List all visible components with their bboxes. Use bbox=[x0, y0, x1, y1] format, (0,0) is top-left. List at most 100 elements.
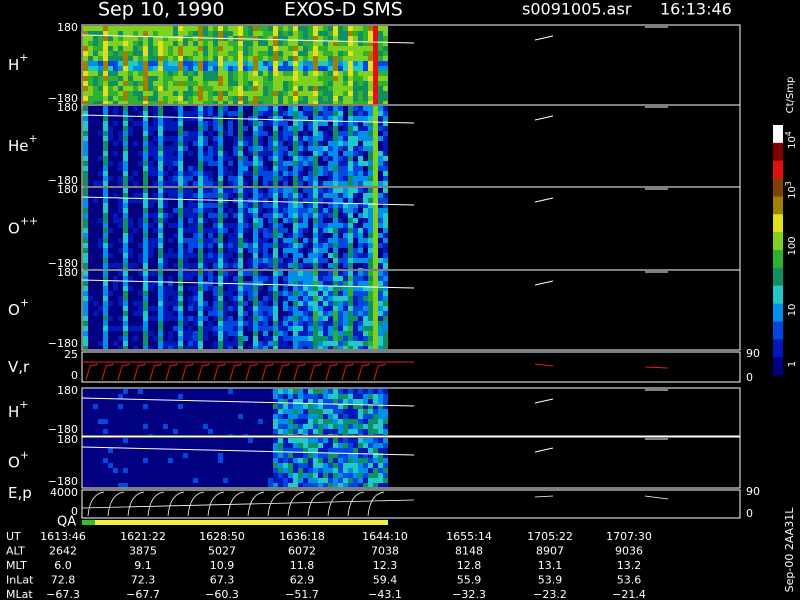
spectrogram-cell bbox=[308, 193, 313, 198]
panel-label: H+ bbox=[8, 51, 29, 74]
spectrogram-cell bbox=[268, 188, 273, 193]
spectrogram-cell bbox=[88, 141, 93, 146]
spectrogram-cell bbox=[203, 126, 208, 131]
spectrogram-cell bbox=[263, 223, 268, 228]
spectrogram-cell bbox=[113, 156, 118, 161]
spectrogram-cell bbox=[178, 86, 183, 91]
spectrogram-cell bbox=[253, 311, 258, 316]
spectrogram-cell bbox=[178, 414, 183, 419]
spectrogram-cell bbox=[128, 263, 133, 268]
spectrogram-cell bbox=[98, 106, 103, 111]
spectrogram-cell bbox=[288, 316, 293, 321]
spectrogram-cell bbox=[258, 394, 263, 399]
spectrogram-cell bbox=[343, 223, 348, 228]
spectrogram-cell bbox=[98, 176, 103, 181]
spectrogram-cell bbox=[283, 429, 288, 434]
y-tick-label: 0 bbox=[71, 369, 78, 382]
spectrogram-cell bbox=[258, 336, 263, 341]
spectrogram-cell bbox=[153, 336, 158, 341]
spectrogram-cell bbox=[258, 228, 263, 233]
spectrogram-cell bbox=[153, 76, 158, 81]
spectrogram-cell bbox=[338, 111, 343, 116]
spectrogram-cell bbox=[88, 116, 93, 121]
spectrogram-cell bbox=[178, 483, 183, 487]
spectrogram-cell bbox=[93, 198, 98, 203]
spectrogram-cell bbox=[98, 213, 103, 218]
spectrogram-cell bbox=[153, 208, 158, 213]
spectrogram-cell bbox=[333, 326, 338, 331]
spectrogram-cell bbox=[353, 331, 358, 336]
spectrogram-cell bbox=[318, 188, 323, 193]
spectrogram-cell bbox=[148, 483, 153, 487]
spectrogram-cell bbox=[103, 36, 108, 41]
spectrogram-cell bbox=[218, 71, 223, 76]
spectrogram-cell bbox=[328, 326, 333, 331]
spectrogram-cell bbox=[238, 141, 243, 146]
spectrogram-cell bbox=[163, 233, 168, 238]
spectrogram-cell bbox=[278, 151, 283, 156]
spectrogram-cell bbox=[258, 141, 263, 146]
spectrogram-cell bbox=[258, 248, 263, 253]
spectrogram-cell bbox=[243, 86, 248, 91]
spectrogram-cell bbox=[153, 136, 158, 141]
spectrogram-cell bbox=[138, 166, 143, 171]
spectrogram-cell bbox=[108, 141, 113, 146]
spectrogram-cell bbox=[288, 26, 293, 31]
panel-label: H+ bbox=[8, 398, 29, 421]
spectrogram-cell bbox=[233, 409, 238, 414]
spectrogram-cell bbox=[198, 296, 203, 301]
spectrogram-cell bbox=[93, 248, 98, 253]
spectrogram-cell bbox=[203, 463, 208, 468]
spectrogram-cell bbox=[358, 286, 363, 291]
spectrogram-cell bbox=[303, 193, 308, 198]
spectrogram-cell bbox=[328, 276, 333, 281]
spectrogram-cell bbox=[323, 116, 328, 121]
spectrogram-cell bbox=[88, 208, 93, 213]
spectrogram-cell bbox=[373, 91, 378, 96]
spectrogram-cell bbox=[378, 36, 383, 41]
spectrogram-cell bbox=[133, 331, 138, 336]
spectrogram-cell bbox=[263, 281, 268, 286]
spectrogram-cell bbox=[188, 306, 193, 311]
spectrogram-cell bbox=[308, 414, 313, 419]
spectrogram-cell bbox=[138, 41, 143, 46]
spectrogram-cell bbox=[93, 36, 98, 41]
spectrogram-cell bbox=[233, 253, 238, 258]
spectrogram-cell bbox=[193, 46, 198, 51]
spectrogram-cell bbox=[233, 429, 238, 434]
spectrogram-cell bbox=[143, 346, 148, 349]
spectrogram-cell bbox=[143, 126, 148, 131]
spectrogram-cell bbox=[98, 276, 103, 281]
spectrogram-cell bbox=[253, 26, 258, 31]
spectrogram-cell bbox=[378, 71, 383, 76]
spectrogram-cell bbox=[223, 146, 228, 151]
spectrogram-cell bbox=[263, 146, 268, 151]
spectrogram-cell bbox=[128, 438, 133, 443]
spectrogram-cell bbox=[128, 31, 133, 36]
spectrogram-cell bbox=[148, 61, 153, 66]
spectrogram-cell bbox=[213, 31, 218, 36]
spectrogram-cell bbox=[233, 414, 238, 419]
spectrogram-cell bbox=[238, 429, 243, 434]
spectrogram-cell bbox=[373, 258, 378, 263]
spectrogram-cell bbox=[343, 171, 348, 176]
panel: H+180−180 bbox=[8, 21, 741, 106]
spectrogram-cell bbox=[103, 101, 108, 104]
spectrogram-cell bbox=[113, 228, 118, 233]
spectrogram-cell bbox=[108, 198, 113, 203]
spectrogram-cell bbox=[253, 91, 258, 96]
spectrogram-cell bbox=[123, 248, 128, 253]
spectrogram-cell bbox=[383, 51, 388, 56]
spectrogram-cell bbox=[253, 243, 258, 248]
spectrogram-cell bbox=[168, 203, 173, 208]
spectrogram-cell bbox=[163, 346, 168, 349]
spectrogram-cell bbox=[108, 51, 113, 56]
spectrogram-cell bbox=[363, 146, 368, 151]
spectrogram-cell bbox=[313, 223, 318, 228]
spectrogram-cell bbox=[158, 434, 163, 435]
spectrogram-cell bbox=[213, 458, 218, 463]
spectrogram-cell bbox=[333, 151, 338, 156]
spectrogram-cell bbox=[133, 443, 138, 448]
spectrogram-cell bbox=[283, 346, 288, 349]
spectrogram-cell bbox=[143, 281, 148, 286]
